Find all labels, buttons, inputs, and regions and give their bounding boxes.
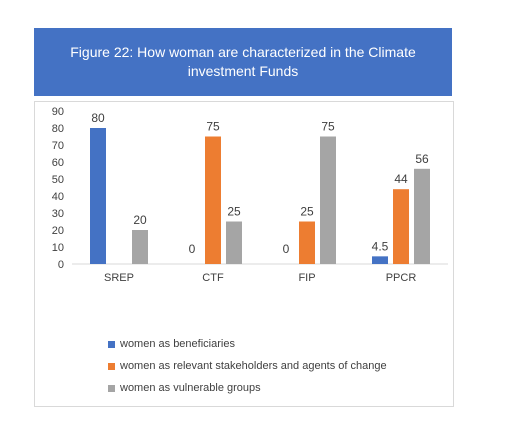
y-tick-label: 60 [52, 157, 64, 169]
bar-srep-series-2 [132, 230, 148, 264]
data-label: 75 [321, 120, 335, 134]
data-label: 44 [394, 172, 408, 186]
data-label: 0 [283, 242, 290, 256]
legend-label-vulnerable: women as vulnerable groups [120, 382, 261, 394]
y-tick-label: 10 [52, 242, 64, 254]
bar-ctf-series-1 [205, 136, 221, 264]
legend-label-stakeholders: women as relevant stakeholders and agent… [120, 360, 387, 372]
bar-srep-series-0 [90, 128, 106, 264]
legend-swatch-vulnerable [108, 384, 115, 392]
legend: women as beneficiaries women as relevant… [108, 333, 387, 399]
y-tick-label: 0 [58, 259, 64, 271]
legend-item-beneficiaries: women as beneficiaries [108, 333, 387, 355]
legend-swatch-stakeholders [108, 362, 115, 370]
data-label: 25 [227, 205, 241, 219]
bar-ppcr-series-0 [372, 256, 388, 264]
y-tick-label: 30 [52, 208, 64, 220]
legend-item-vulnerable: women as vulnerable groups [108, 377, 387, 399]
y-tick-label: 80 [52, 123, 64, 135]
legend-swatch-beneficiaries [108, 340, 115, 348]
bar-ppcr-series-2 [414, 168, 430, 264]
legend-item-stakeholders: women as relevant stakeholders and agent… [108, 355, 387, 377]
legend-label-beneficiaries: women as beneficiaries [120, 338, 235, 350]
y-tick-label: 40 [52, 191, 64, 203]
x-tick-label: FIP [298, 272, 315, 284]
data-label: 20 [133, 213, 147, 227]
chart-title: Figure 22: How woman are characterized i… [70, 44, 416, 79]
bar-fip-series-2 [320, 136, 336, 264]
data-label: 56 [415, 152, 429, 166]
y-tick-label: 50 [52, 174, 64, 186]
data-label: 80 [91, 111, 105, 125]
data-label: 0 [189, 242, 196, 256]
data-label: 75 [206, 120, 220, 134]
bar-ppcr-series-1 [393, 189, 409, 264]
x-tick-label: SREP [104, 272, 134, 284]
data-label: 4.5 [372, 239, 389, 253]
x-tick-label: CTF [202, 272, 224, 284]
chart-title-banner: Figure 22: How woman are characterized i… [34, 28, 452, 96]
bar-fip-series-1 [299, 221, 315, 264]
bar-ctf-series-2 [226, 221, 242, 264]
y-tick-label: 90 [52, 106, 64, 118]
x-tick-label: PPCR [386, 272, 417, 284]
y-tick-label: 70 [52, 140, 64, 152]
data-label: 25 [300, 205, 314, 219]
y-tick-label: 20 [52, 225, 64, 237]
